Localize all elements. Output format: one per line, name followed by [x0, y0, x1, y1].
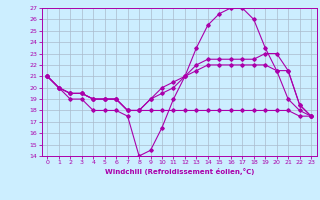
X-axis label: Windchill (Refroidissement éolien,°C): Windchill (Refroidissement éolien,°C) [105, 168, 254, 175]
